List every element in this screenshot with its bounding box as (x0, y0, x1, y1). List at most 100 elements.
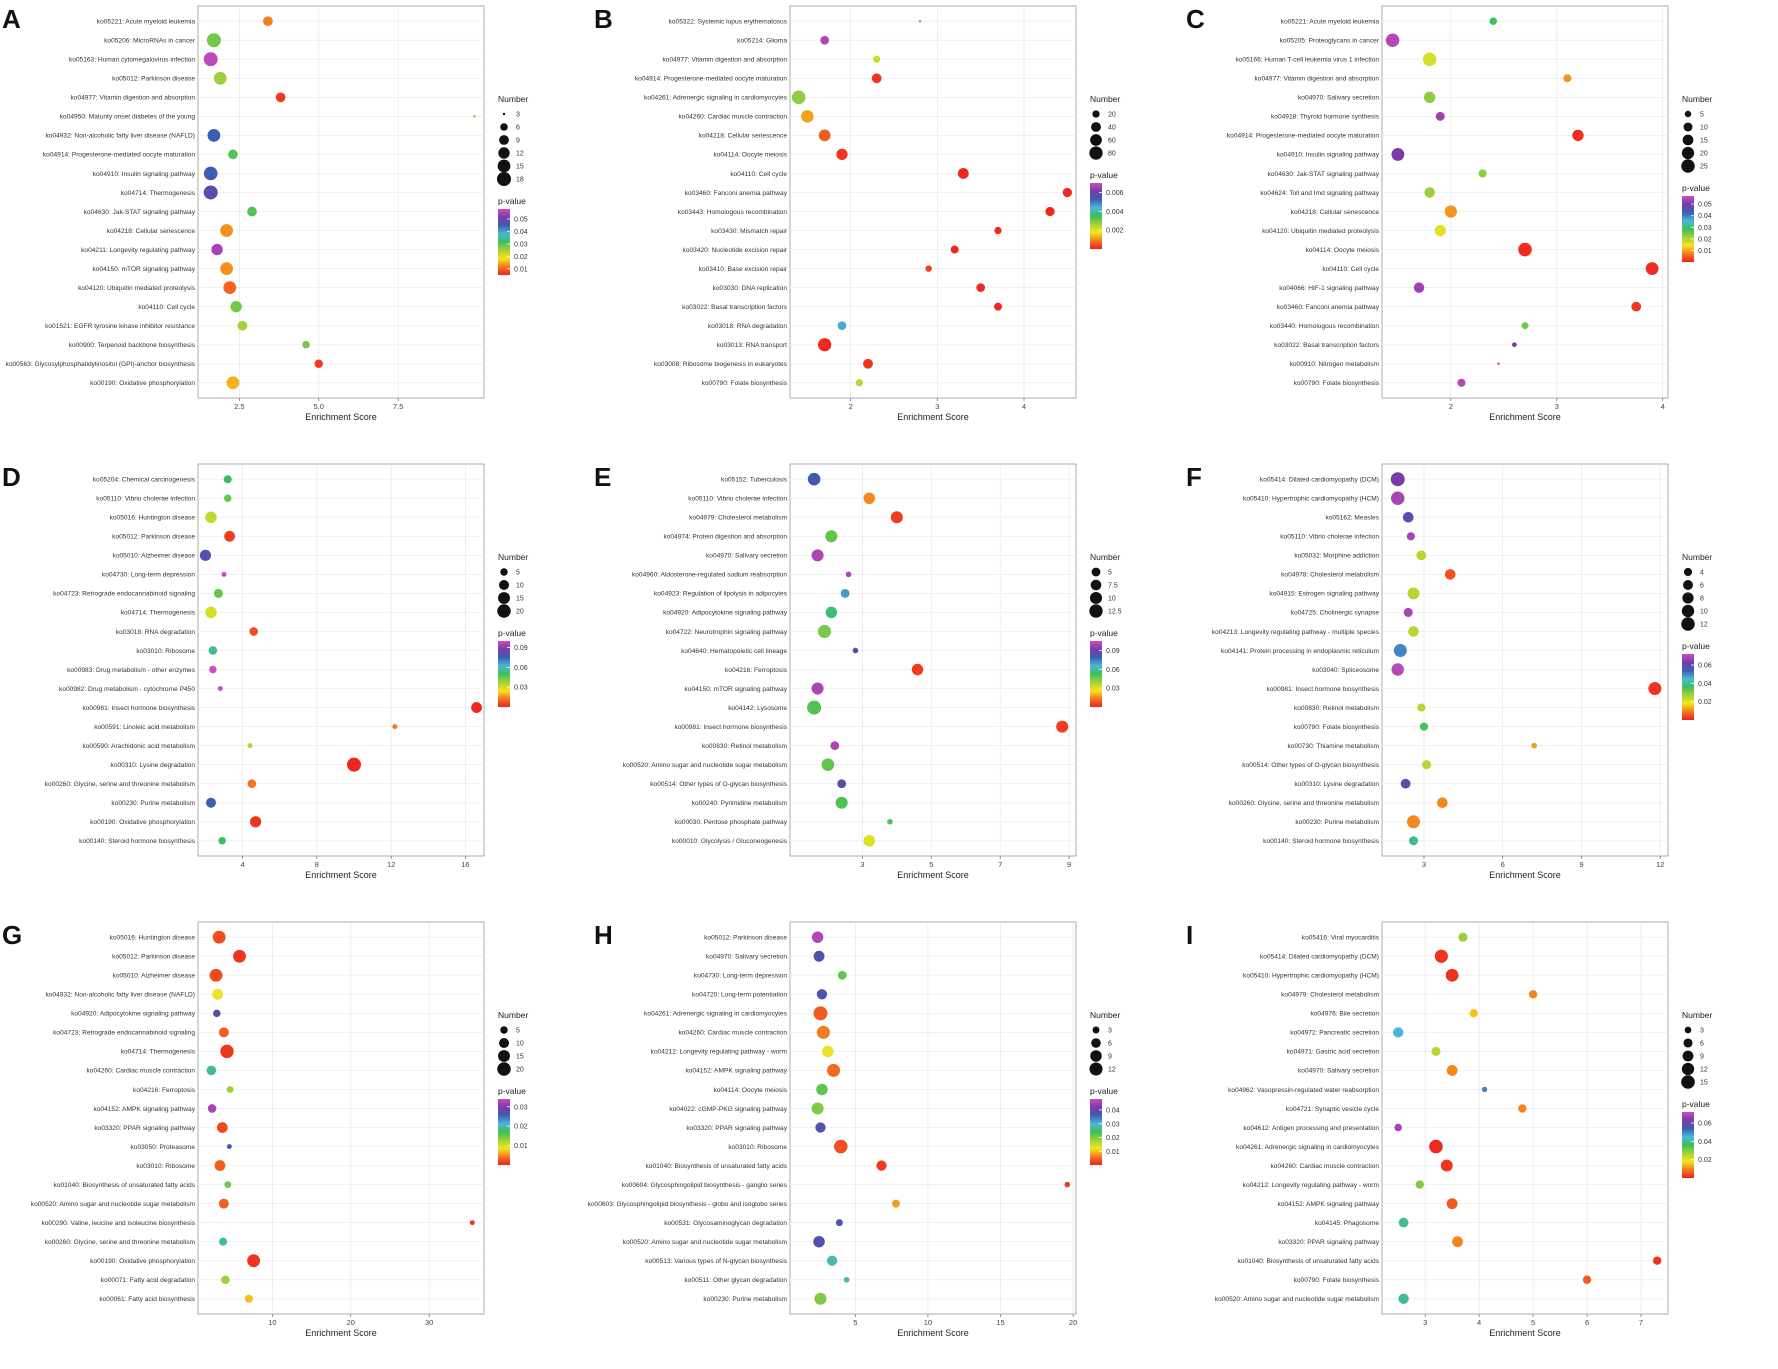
legend-size-dot (498, 1050, 510, 1062)
colorbar-tick-label: 0.09 (1106, 648, 1120, 655)
term-label: ko05416: Viral myocarditis (1302, 935, 1380, 942)
data-point (826, 1255, 838, 1266)
term-label: ko04218: Cellular senescence (107, 228, 196, 235)
data-point (1062, 187, 1072, 198)
data-point (230, 300, 242, 313)
x-axis-title: Enrichment Score (1489, 412, 1561, 422)
data-point (811, 549, 824, 562)
data-point (206, 1065, 217, 1076)
term-label: ko04970: Salivary secretion (1298, 95, 1379, 102)
legend-size-label: 80 (1108, 151, 1116, 158)
legend-size-label: 15 (516, 596, 524, 603)
panel-letter: A (2, 4, 21, 34)
term-label: ko00790: Folate biosynthesis (702, 380, 788, 387)
data-point (813, 950, 825, 962)
data-point (1531, 742, 1538, 749)
pvalue-colorbar (498, 1099, 510, 1165)
term-label: ko04910: Insulin signaling pathway (1277, 152, 1380, 159)
term-label: ko05152: Tuberculosis (721, 477, 788, 484)
term-label: ko04142: Lysosome (728, 705, 787, 712)
data-point (821, 758, 835, 771)
data-point (247, 779, 257, 788)
x-tick-label: 20 (347, 1318, 355, 1327)
legend-pvalue-title: p-value (1090, 1086, 1118, 1096)
panel-d: D 4 8 12 16 Enrichment Score ko05204: Chemical… (2, 462, 528, 880)
data-point (224, 530, 235, 542)
colorbar-tick-label: 0.006 (1106, 190, 1124, 197)
legend-size-label: 10 (516, 583, 524, 590)
data-point (1431, 1046, 1441, 1056)
data-point (1390, 491, 1405, 506)
data-point (820, 35, 830, 45)
term-label: ko00981: Insect hormone biosynthesis (674, 724, 787, 731)
term-label: ko04725: Cholinergic synapse (1291, 610, 1380, 617)
x-axis-title: Enrichment Score (305, 870, 377, 880)
term-label: ko00310: Lysine degradation (111, 762, 196, 769)
data-point (1631, 301, 1642, 312)
data-point (1416, 550, 1427, 561)
term-label: ko01040: Biosynthesis of unsaturated fat… (1238, 1258, 1380, 1265)
term-label: ko03010: Ribosome (136, 1163, 195, 1170)
legend-size-label: 5 (516, 570, 520, 577)
x-tick-label: 6 (1501, 860, 1505, 869)
term-label: ko00190: Oxidative phosphorylation (90, 380, 195, 387)
legend-size-dot (497, 159, 511, 173)
term-label: ko00514: Other types of O-glycan biosynt… (650, 781, 787, 788)
term-label: ko04971: Gastric acid secretion (1287, 1049, 1380, 1056)
term-label: ko05012: Parkinson disease (112, 534, 195, 541)
data-point (302, 340, 310, 349)
data-point (209, 968, 223, 982)
term-label: ko04261: Adrenergic signaling in cardiom… (1236, 1144, 1380, 1151)
term-label: ko00900: Terpenoid backbone biosynthesis (69, 342, 196, 349)
data-point (1417, 703, 1426, 712)
term-label: ko04260: Cardiac muscle contraction (679, 1030, 788, 1037)
legend-number-title: Number (498, 1010, 528, 1020)
data-point (852, 647, 859, 654)
term-label: ko04914: Progesterone-mediated oocyte ma… (43, 152, 195, 159)
legend-pvalue-title: p-value (498, 196, 526, 206)
term-label: ko00290: Valine, leucine and isoleucine … (42, 1220, 196, 1227)
legend-size-dot (1089, 591, 1103, 605)
term-label: ko04150: mTOR signaling pathway (684, 686, 787, 693)
legend-size-dot (1091, 1038, 1101, 1048)
term-label: ko00230: Purine metabolism (703, 1296, 787, 1303)
data-point (1478, 169, 1487, 178)
legend-pvalue-title: p-value (1682, 183, 1710, 193)
legend-size-dot (1681, 159, 1695, 173)
data-point (221, 571, 227, 577)
plot-area (1381, 5, 1669, 399)
data-point (811, 931, 824, 943)
data-point (275, 92, 286, 103)
legend-pvalue-title: p-value (1682, 641, 1710, 651)
data-point (1457, 378, 1466, 387)
data-point (206, 33, 221, 48)
data-point (1429, 1139, 1443, 1154)
legend-size-dot (1681, 617, 1695, 631)
term-label: ko00981: Insect hormone biosynthesis (82, 705, 195, 712)
term-label: ko00591: Linoleic acid metabolism (94, 724, 195, 731)
data-point (207, 129, 221, 142)
term-label: ko05016: Huntington disease (110, 935, 196, 942)
data-point (1391, 148, 1405, 161)
term-label: ko04962: Vasopressin-regulated water rea… (1228, 1087, 1379, 1094)
data-point (825, 530, 838, 543)
data-point (1424, 187, 1435, 198)
x-axis-title: Enrichment Score (305, 412, 377, 422)
data-point (813, 1006, 828, 1021)
data-point (825, 606, 838, 619)
term-label: ko00520: Amino sugar and nucleotide suga… (1215, 1296, 1380, 1303)
term-label: ko04977: Vitamin digestion and absorptio… (70, 95, 195, 102)
panel-letter: C (1186, 4, 1205, 34)
data-point (834, 1139, 848, 1154)
legend-size-dot (1681, 1075, 1695, 1089)
pvalue-colorbar (1090, 1099, 1102, 1165)
term-label: ko04974: Protein digestion and absorptio… (663, 534, 787, 541)
x-tick-label: 16 (461, 860, 469, 869)
colorbar-tick-label: 0.02 (1698, 236, 1712, 243)
x-axis-title: Enrichment Score (897, 1328, 969, 1338)
x-tick-label: 3 (860, 860, 864, 869)
legend-size-label: 6 (516, 125, 520, 132)
legend-size-label: 4 (1700, 570, 1704, 577)
data-point (218, 1027, 229, 1038)
